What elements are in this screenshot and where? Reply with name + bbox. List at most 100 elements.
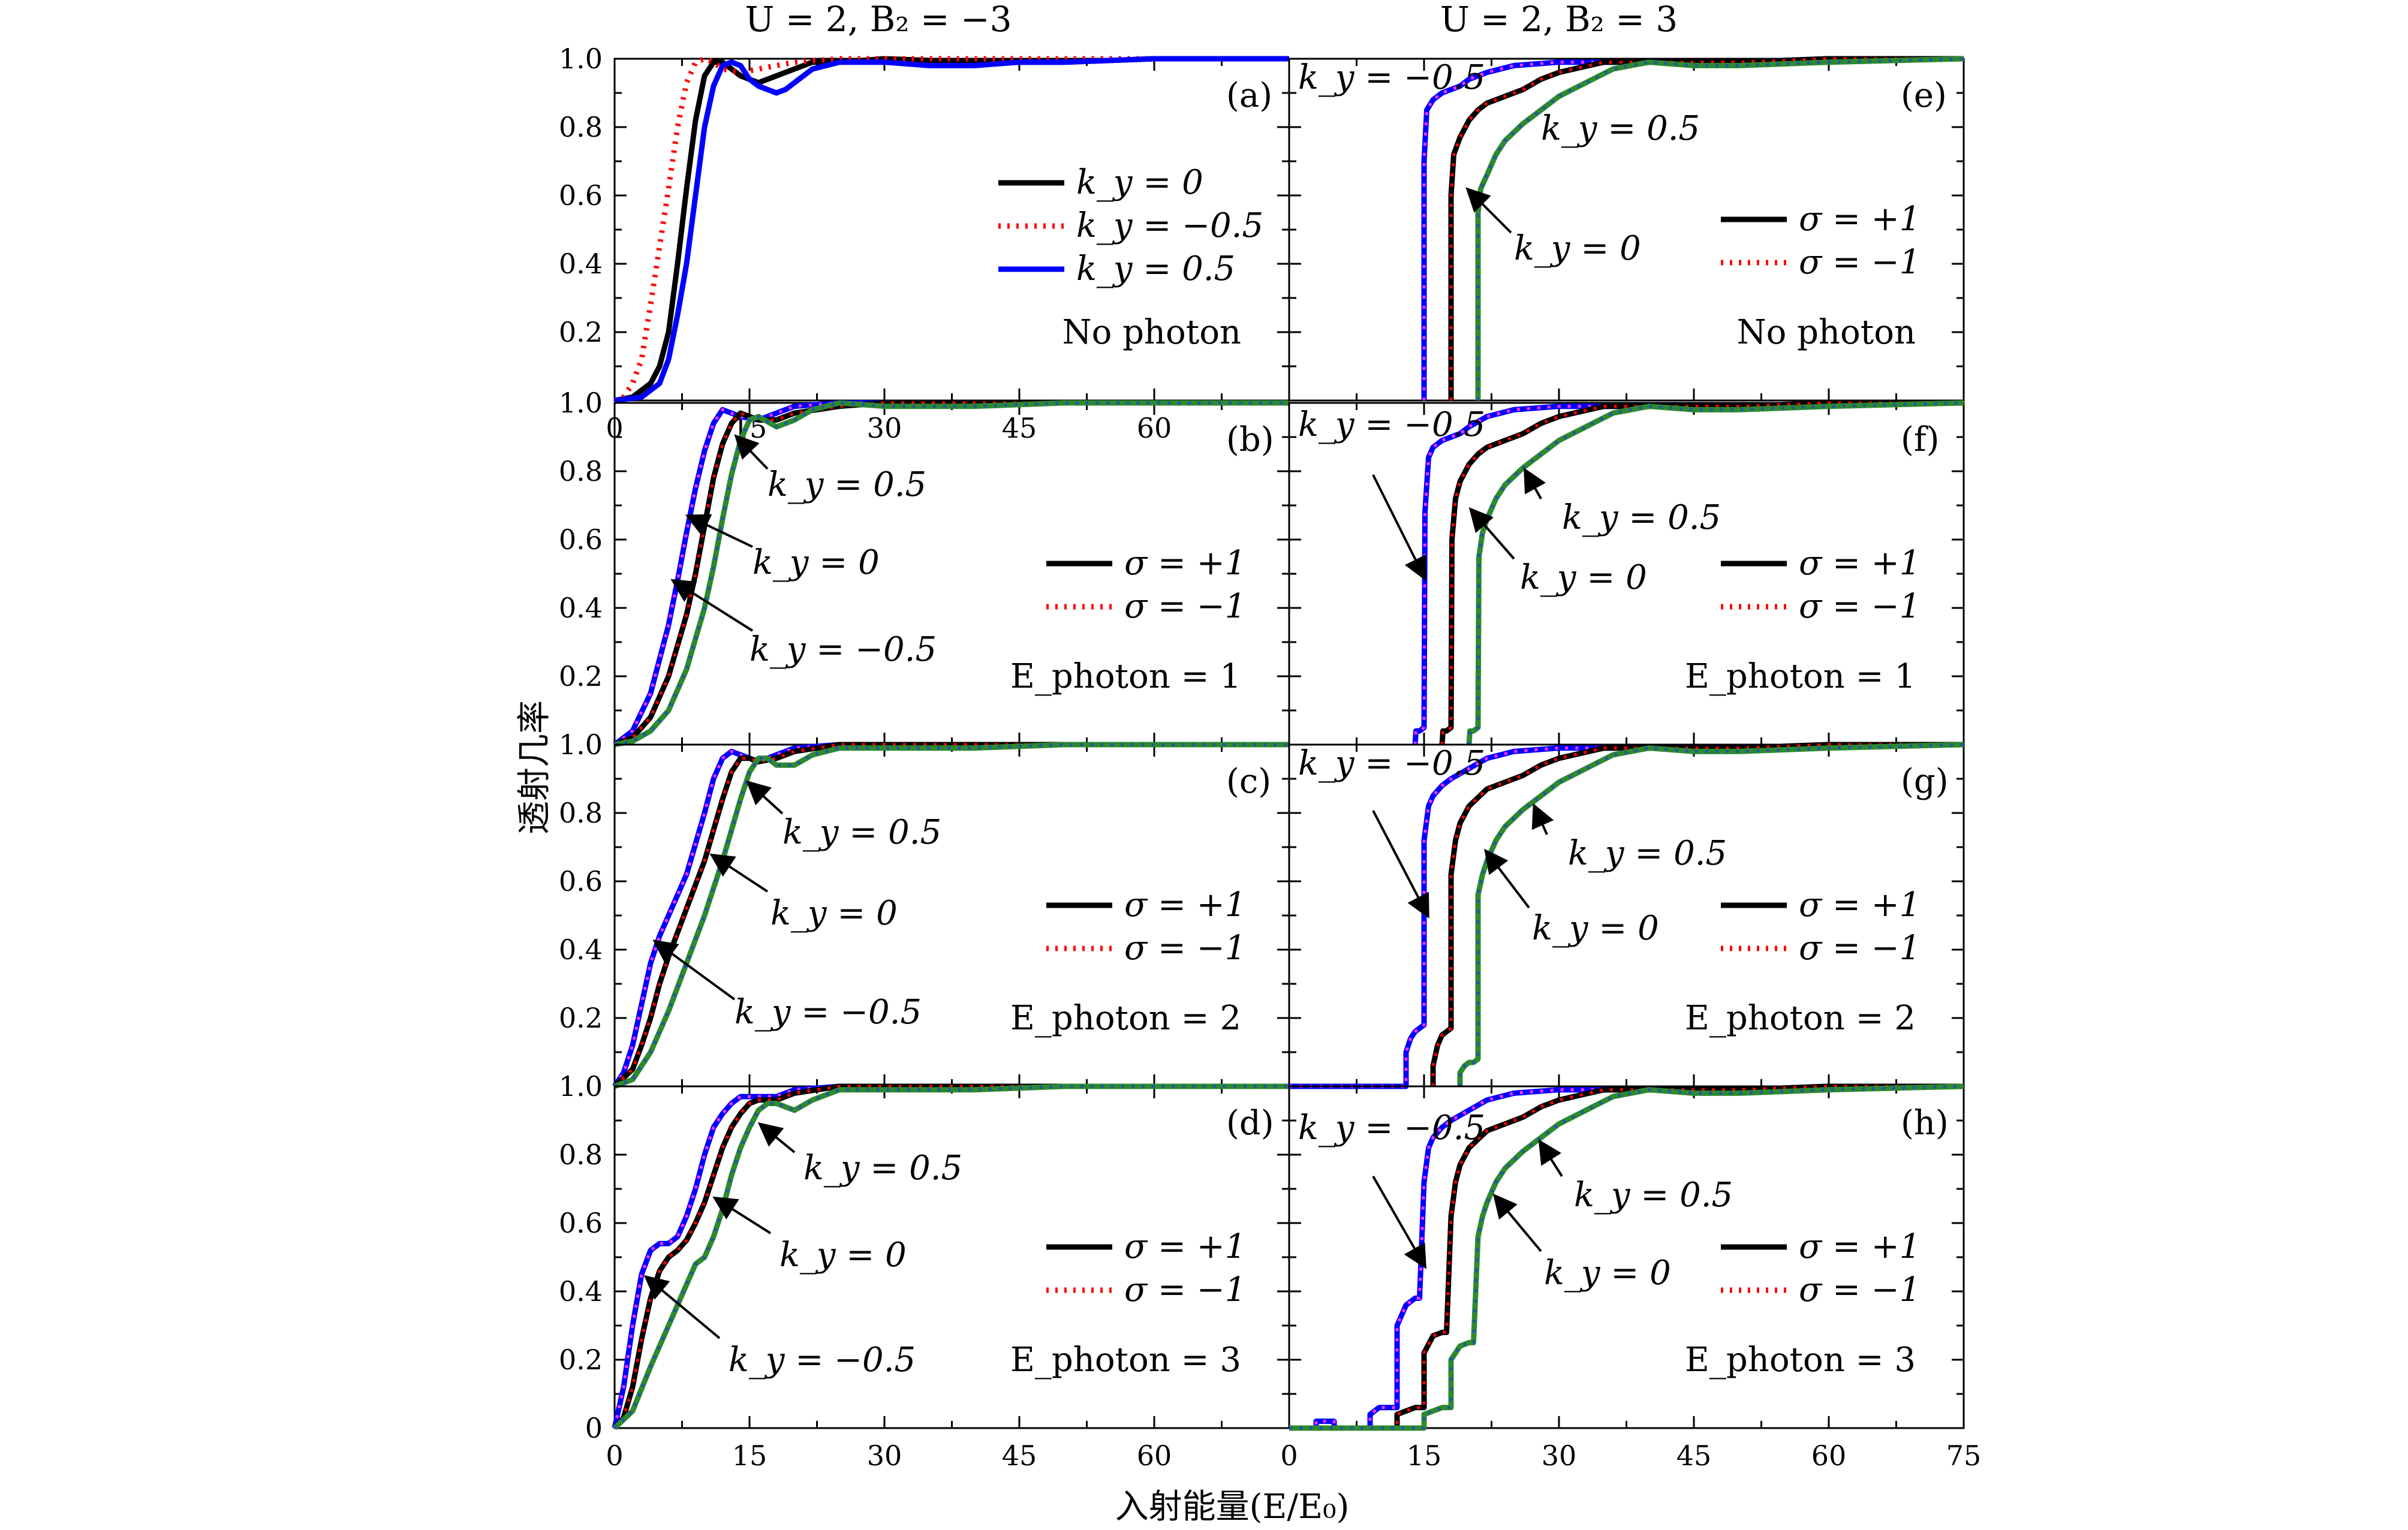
series-line-overlay — [1449, 57, 1964, 400]
y-tick-label: 0.8 — [559, 797, 603, 829]
x-tick-label: 60 — [1137, 1439, 1172, 1472]
annotation-label: k_y = 0 — [1514, 229, 1641, 268]
x-tick-label: 15 — [1407, 1439, 1442, 1472]
annotation: k_y = 0.5 — [1524, 468, 1721, 537]
panel-h: 0 15 30 45 60 75 (h) E_photon = 3 σ = +1 σ = −1 — [1280, 1083, 1982, 1472]
panel-b: 0.2 0.4 0.6 0.8 1.0 (b) E_photon = 1 σ = +1 σ = … — [559, 387, 1290, 748]
series-line-overlay — [1289, 1085, 1964, 1430]
legend-label: σ = −1 — [1799, 243, 1921, 282]
y-tick-label: 0.2 — [559, 1344, 603, 1376]
condition-label: No photon — [1062, 313, 1241, 352]
annotation-label: k_y = −0.5 — [1298, 58, 1485, 97]
annotation: k_y = 0.5 — [1541, 109, 1700, 148]
x-tick-label: 15 — [732, 1439, 767, 1472]
legend-label: σ = +1 — [1799, 544, 1921, 583]
series-line-overlay — [1467, 401, 1964, 745]
y-tick-label: 0.8 — [559, 1139, 603, 1171]
series-line-overlay — [1458, 743, 1964, 1086]
series-line-overlay — [613, 401, 1289, 746]
legend-label: σ = −1 — [1799, 587, 1921, 626]
x-tick-label: 30 — [867, 412, 902, 444]
annotation: k_y = −0.5 — [1298, 405, 1485, 582]
series-line-overlay — [1289, 1085, 1964, 1430]
y-tick-label: 0.4 — [559, 933, 603, 966]
annotation: k_y = 0 — [1468, 507, 1647, 597]
condition-label: E_photon = 2 — [1685, 999, 1916, 1038]
annotation-label: k_y = 0.5 — [1562, 498, 1721, 537]
annotation-arrow — [652, 939, 736, 1001]
series-line-overlay — [1413, 401, 1964, 745]
panel-g: (g) E_photon = 2 σ = +1 σ = −1 — [1288, 742, 1965, 1089]
legend-label: σ = −1 — [1799, 929, 1921, 968]
x-tick-label: 30 — [867, 1439, 902, 1472]
y-tick-label: 0.8 — [559, 111, 603, 143]
annotation-label: k_y = −0.5 — [1298, 744, 1485, 783]
column-title-left: U = 2, B₂ = −3 — [745, 0, 1012, 40]
annotation-label: k_y = 0.5 — [1541, 109, 1700, 148]
annotation-label: k_y = 0 — [779, 1236, 907, 1275]
panel-label: (e) — [1901, 76, 1947, 115]
panel-d: 0 0.2 0.4 0.6 0.8 1.0 0 15 30 45 60 (d) E_photon = 3… — [559, 1070, 1290, 1472]
annotation-arrow — [1468, 507, 1515, 560]
y-tick-label: 0.8 — [559, 455, 603, 487]
series-line-overlay — [613, 743, 1289, 1088]
panel-c: 0.2 0.4 0.6 0.8 1.0 (c) E_photon = 2 σ = +1 σ = … — [559, 728, 1290, 1089]
condition-label: E_photon = 3 — [1010, 1341, 1241, 1380]
annotation-arrow — [1538, 1139, 1563, 1177]
annotation-arrow — [1524, 468, 1546, 499]
annotation-arrow — [1531, 803, 1554, 835]
annotation-arrow — [685, 514, 753, 548]
y-tick-label: 0.6 — [559, 865, 603, 897]
y-tick-label: 0 — [585, 1412, 603, 1444]
legend-label: σ = +1 — [1124, 544, 1246, 583]
panel-a: 0.20.40.60.81.00 15 30 45 60(a)No photonk_y … — [559, 43, 1290, 444]
annotation: k_y = 0 — [685, 514, 880, 582]
panel-label: (f) — [1901, 420, 1939, 459]
series-line-overlay — [614, 743, 1289, 1088]
annotation-label: k_y = 0 — [1520, 558, 1647, 597]
annotation: k_y = −0.5 — [652, 939, 922, 1032]
y-tick-label: 0.4 — [559, 248, 603, 280]
annotation: k_y = −0.5 — [1298, 744, 1485, 919]
panel-label: (a) — [1226, 76, 1272, 115]
annotation: k_y = 0.5 — [1538, 1139, 1733, 1215]
series-line-overlay — [1476, 57, 1964, 400]
x-axis-label: 入射能量(E/E₀) — [1115, 1487, 1350, 1526]
y-tick-label: 1.0 — [559, 1070, 603, 1103]
legend-label: σ = +1 — [1124, 886, 1246, 924]
legend-label: k_y = 0 — [1076, 163, 1203, 202]
annotation-label: k_y = 0.5 — [767, 465, 926, 504]
annotation: k_y = 0.5 — [757, 1122, 962, 1188]
panel-label: (d) — [1226, 1104, 1274, 1143]
x-tick-label: 45 — [1002, 1439, 1037, 1472]
legend-label: σ = +1 — [1799, 200, 1921, 239]
annotation-label: k_y = −0.5 — [729, 1341, 916, 1380]
annotation: k_y = −0.5 — [670, 579, 937, 669]
condition-label: No photon — [1737, 313, 1916, 352]
annotation-arrow — [1484, 848, 1530, 909]
annotation: k_y = 0 — [709, 853, 898, 933]
series-line — [614, 56, 1289, 403]
annotation-arrow — [734, 434, 769, 470]
annotation: k_y = 0 — [1465, 187, 1641, 268]
x-tick-label: 0 — [1280, 1439, 1298, 1472]
legend-label: σ = +1 — [1124, 1227, 1246, 1266]
annotation: k_y = −0.5 — [1298, 1109, 1485, 1269]
x-tick-label: 75 — [1946, 1439, 1982, 1472]
x-tick-label: 0 — [606, 1439, 623, 1472]
y-tick-label: 0.6 — [559, 523, 603, 556]
annotation-arrow — [1492, 1193, 1542, 1252]
annotation-label: k_y = −0.5 — [750, 630, 937, 669]
y-tick-label: 0.2 — [559, 660, 603, 692]
y-tick-label: 1.0 — [559, 43, 603, 75]
annotation-arrow — [757, 1122, 796, 1153]
annotation-label: k_y = 0.5 — [1574, 1176, 1733, 1215]
annotation-arrow — [643, 1275, 721, 1339]
legend-label: σ = −1 — [1124, 929, 1246, 968]
annotation: k_y = −0.5 — [643, 1275, 916, 1380]
annotation-arrow — [709, 853, 769, 893]
y-tick-label: 0.6 — [559, 179, 603, 212]
annotation-label: k_y = 0 — [1544, 1254, 1671, 1293]
annotation: k_y = 0 — [712, 1196, 907, 1275]
annotation: k_y = 0 — [1484, 848, 1659, 948]
